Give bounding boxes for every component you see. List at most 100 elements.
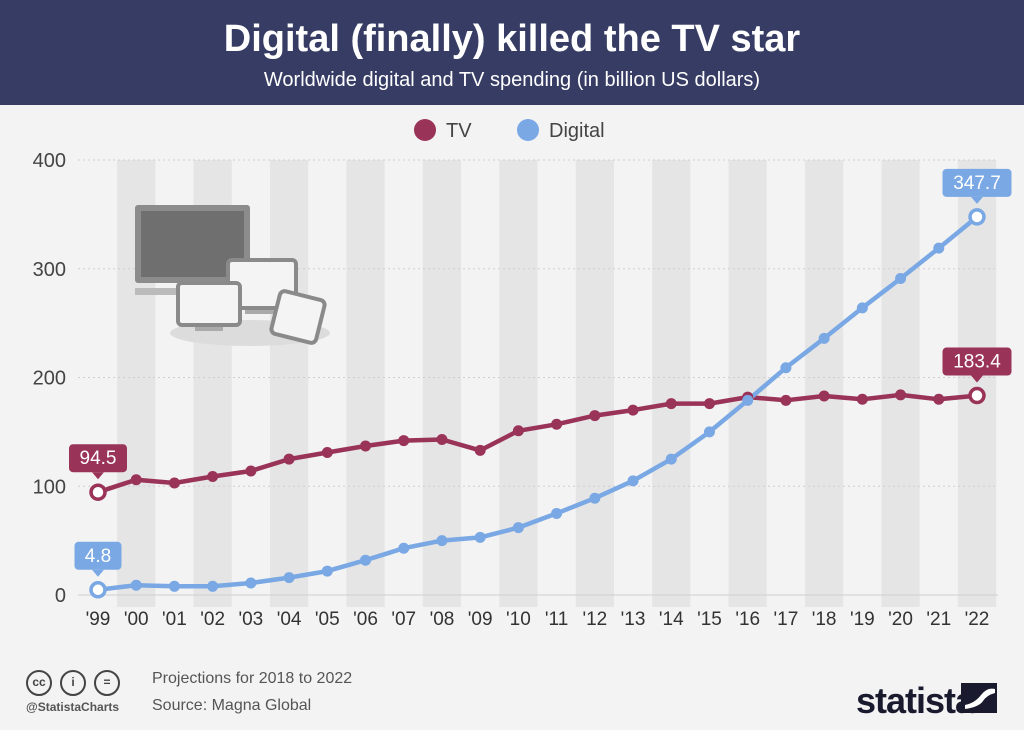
column-band [269,160,309,607]
data-point-tv [474,444,486,456]
line-chart: 0 100 200 300 400 '99 '00 '01 '02 '03 '04 '05 '06 '0… [33,119,1012,630]
data-point-tv [818,390,830,402]
column-band [881,160,920,607]
y-tick-label: 100 [33,476,66,498]
x-tick-label: '20 [888,609,913,630]
column-band [575,160,614,607]
data-point-digital [856,302,868,314]
data-point-tv [895,389,907,401]
legend-label-digital: Digital [549,120,605,142]
data-label-digital: 347.7 [942,168,1012,204]
legend-marker-tv [414,119,436,141]
data-point-digital [512,522,524,534]
data-point-digital [742,394,754,406]
data-labels: 94.5 183.4 4.8 347.7 [69,168,1012,577]
data-point-digital [968,208,986,226]
legend-marker-digital [517,119,539,141]
data-point-digital [436,535,448,547]
data-point-tv [665,398,677,410]
data-point-digital [474,531,486,543]
data-point-digital [665,453,677,465]
data-label-pointer [971,375,983,383]
data-label-pointer [92,472,104,480]
devices-icon [135,205,330,346]
x-tick-label: '03 [238,609,263,630]
data-label-text: 347.7 [953,173,1001,194]
data-point-tv [130,474,142,486]
y-tick-label: 0 [55,585,66,607]
data-point-tv [589,410,601,422]
x-tick-label: '07 [391,609,416,630]
data-label-box [942,347,1012,376]
cc-icon: cc [26,670,52,696]
source-note: Source: Magna Global [152,697,312,714]
data-point-tv [856,393,868,405]
y-tick-label: 200 [33,368,66,390]
x-tick-label: '02 [200,609,225,630]
data-label-tv: 94.5 [69,444,127,480]
data-label-text: 183.4 [953,352,1001,373]
series-line-digital [97,215,979,593]
column-band [728,160,767,607]
data-point-tv [360,440,372,452]
data-point-tv [551,418,563,430]
x-tick-label: '09 [468,609,493,630]
data-point-digital [818,332,830,344]
x-tick-label: '00 [124,609,149,630]
x-tick-label: '18 [812,609,837,630]
x-tick-label: '04 [277,609,302,630]
data-point-digital [627,475,639,487]
x-tick-label: '16 [735,609,760,630]
x-tick-label: '12 [582,609,607,630]
column-band [499,160,538,607]
data-point-digital [780,362,792,374]
data-point-tv [207,470,219,482]
data-point-digital [398,542,410,554]
data-point-tv [283,453,295,465]
chart-header: Digital (finally) killed the TV star Wor… [0,0,1024,105]
data-point-digital [245,577,257,589]
data-point-digital [283,572,295,584]
data-label-box [69,444,127,473]
data-point-digital [360,554,372,566]
column-band [957,160,997,607]
data-point-digital [703,426,715,438]
column-band [652,160,691,607]
x-tick-label: '15 [697,609,722,630]
x-tick-label: '10 [506,609,531,630]
column-band [805,160,844,607]
data-point-tv [436,433,448,445]
data-point-tv [168,477,180,489]
x-tick-label: '22 [965,609,990,630]
social-handle[interactable]: @StatistaCharts [26,700,120,714]
data-point-digital [168,580,180,592]
data-point-tv [703,398,715,410]
data-label-text: 94.5 [80,448,117,469]
data-label-tv: 183.4 [942,347,1012,383]
column-band [346,160,385,607]
chart-title: Digital (finally) killed the TV star [223,18,801,60]
series-lines [97,215,979,593]
gridlines [78,159,998,596]
x-tick-label: '13 [621,609,646,630]
data-point-tv [780,394,792,406]
x-tick-label: '17 [774,609,799,630]
attribution-icon: i [60,670,86,696]
data-point-digital [551,507,563,519]
data-point-digital [130,579,142,591]
column-band [422,160,462,607]
statista-logo-mark [961,683,997,713]
statista-logo[interactable]: statista [856,680,975,721]
x-tick-label: '06 [353,609,378,630]
data-label-box [942,168,1012,197]
data-label-pointer [971,196,983,204]
footer: cc i = @StatistaCharts Projections for 2… [0,660,1024,730]
data-label-pointer [92,569,104,577]
data-point-tv [245,465,257,477]
x-tick-label: '21 [926,609,951,630]
y-tick-label: 400 [33,150,66,172]
data-label-text: 4.8 [85,546,111,567]
data-point-tv [933,393,945,405]
x-tick-label: '08 [430,609,455,630]
y-tick-label: 300 [33,259,66,281]
